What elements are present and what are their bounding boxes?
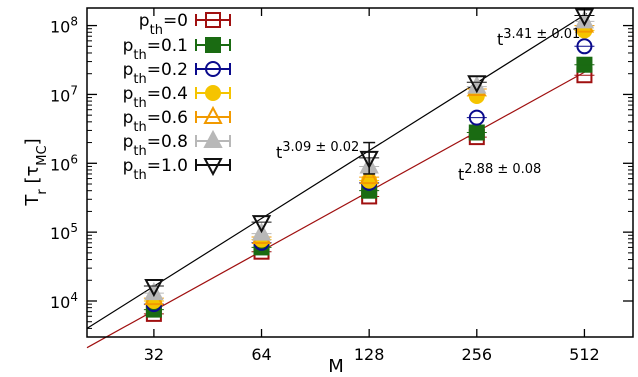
annotation-fit-1.0: t3.41 ± 0.01 (497, 27, 580, 50)
x-tick-label: 512 (569, 345, 600, 364)
annotation-fit-mid: t3.09 ± 0.02 (276, 140, 359, 163)
legend-marker (205, 61, 221, 77)
data-point (466, 75, 487, 94)
annotation-fit-1.0-base: t (497, 30, 503, 49)
legend-marker (205, 85, 221, 101)
data-point (359, 165, 380, 185)
fit-line-1 (86, 70, 588, 349)
plot-frame (86, 7, 634, 338)
y-axis-label: Tr [τMC] (22, 138, 50, 206)
x-tick-label: 32 (144, 345, 164, 364)
legend-entry: pth=1.0 (123, 156, 231, 183)
legend-entry: pth=0.8 (123, 129, 231, 159)
y-axis-label-sub: r (35, 189, 50, 195)
y-axis-label-unit: τ (22, 166, 43, 177)
data-point (574, 38, 595, 55)
fit-line-0 (86, 12, 588, 329)
y-tick-label: 107 (50, 83, 78, 105)
error-bar (363, 141, 376, 175)
legend-entry: pth=0 (139, 11, 231, 38)
legend-label: pth=0.2 (123, 60, 188, 87)
x-tick-label: 256 (462, 345, 493, 364)
legend-marker (203, 129, 223, 148)
data-markers (143, 8, 595, 322)
legend-entry: pth=0.2 (123, 60, 231, 87)
data-point (143, 279, 164, 298)
legend-marker (203, 158, 223, 177)
y-axis-label-unit-sub: MC (35, 145, 50, 165)
y-axis-label-bracket-close: ] (22, 138, 43, 145)
legend-entry: pth=0.1 (123, 36, 231, 63)
y-tick-label: 108 (50, 15, 78, 37)
axis-ticks: 32 64 128 256 512 104 105 106 107 108 (50, 8, 633, 364)
data-point (574, 56, 595, 73)
legend: pth=0pth=0.1pth=0.2pth=0.4pth=0.6pth=0.8… (123, 11, 231, 183)
y-axis-label-bracket-open: [ (22, 177, 43, 190)
legend-label: pth=1.0 (123, 156, 188, 183)
data-point (466, 109, 487, 126)
annotation-fit-0.0: t2.88 ± 0.08 (458, 162, 541, 185)
y-tick-label: 105 (50, 221, 78, 243)
annotation-fit-0.0-base: t (458, 165, 464, 184)
legend-marker (205, 37, 221, 53)
x-tick-label: 64 (251, 345, 271, 364)
legend-label: pth=0.1 (123, 36, 188, 63)
fit-lines (86, 12, 588, 349)
legend-entry: pth=0.6 (123, 105, 231, 135)
legend-label: pth=0.4 (123, 84, 188, 111)
legend-marker (205, 12, 221, 28)
legend-label: pth=0.6 (123, 108, 188, 135)
legend-label: pth=0.8 (123, 132, 188, 159)
y-axis-label-main: T (22, 194, 43, 207)
data-point (574, 10, 595, 29)
legend-label: pth=0 (139, 11, 188, 38)
x-axis-label: M (328, 356, 344, 377)
annotation-fit-0.0-exp: 2.88 ± 0.08 (464, 162, 541, 177)
data-point (251, 215, 272, 234)
y-tick-label: 106 (50, 152, 78, 174)
y-tick-label: 104 (50, 290, 78, 312)
data-point (466, 124, 487, 141)
x-tick-label: 128 (354, 345, 385, 364)
annotation-fit-1.0-exp: 3.41 ± 0.01 (503, 27, 580, 42)
annotation-fit-mid-exp: 3.09 ± 0.02 (282, 140, 359, 155)
legend-entry: pth=0.4 (123, 84, 231, 111)
legend-marker (203, 105, 223, 124)
annotation-fit-mid-base: t (276, 143, 282, 162)
